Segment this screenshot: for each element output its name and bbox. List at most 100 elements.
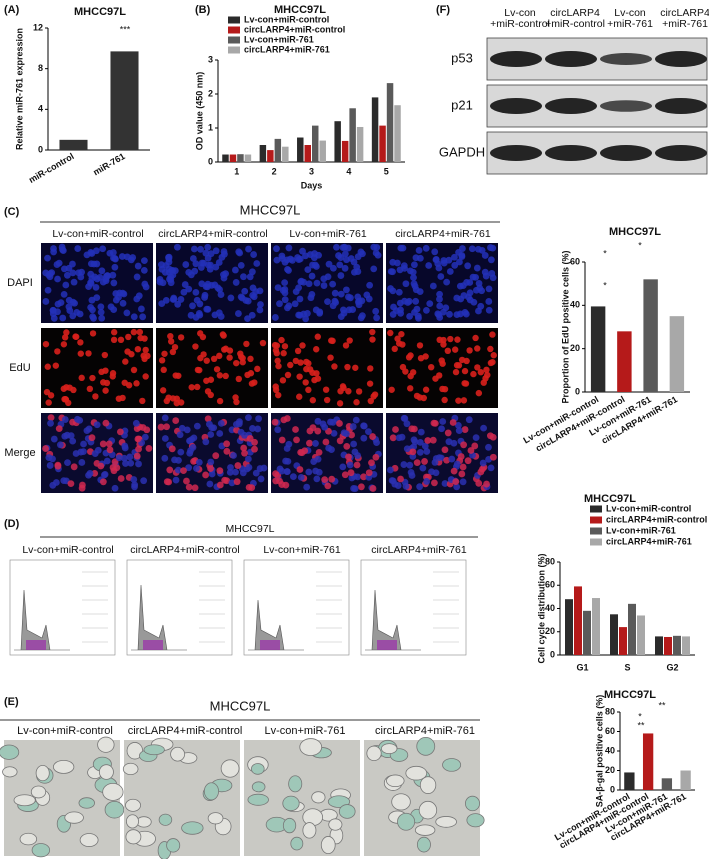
nucleus [305, 386, 312, 394]
nucleus [256, 287, 264, 295]
nucleus [354, 452, 362, 459]
nucleus [99, 478, 107, 486]
nucleus [441, 480, 449, 487]
nucleus [78, 459, 86, 466]
nucleus [451, 261, 459, 269]
nucleus [128, 351, 135, 358]
cell [418, 800, 438, 820]
nucleus [350, 440, 358, 448]
chart-title: MHCC97L [604, 689, 656, 701]
nucleus [300, 310, 308, 318]
cell [31, 843, 51, 858]
nucleus [440, 341, 447, 348]
nucleus [333, 243, 340, 251]
cell [166, 838, 181, 853]
nucleus [169, 348, 177, 356]
nucleus [452, 478, 460, 486]
nucleus [136, 328, 144, 336]
nucleus [187, 271, 195, 279]
nucleus [97, 462, 105, 470]
nucleus [98, 368, 105, 376]
cell [30, 785, 47, 799]
nucleus [339, 463, 347, 471]
nucleus [45, 399, 52, 406]
nucleus [439, 418, 447, 425]
nucleus [80, 440, 87, 448]
nucleus [347, 469, 355, 477]
nucleus [434, 310, 442, 318]
nucleus [455, 362, 463, 369]
nucleus [207, 458, 215, 466]
y-tick-label: 3 [208, 54, 213, 64]
nucleus [331, 289, 339, 297]
nucleus [320, 282, 328, 289]
nucleus [475, 479, 483, 487]
row-label: DAPI [7, 277, 33, 289]
cell [35, 764, 50, 782]
x-tick-label: 3 [309, 166, 314, 176]
panel-title: MHCC97L [240, 202, 301, 217]
nucleus [450, 467, 458, 475]
nucleus [441, 385, 449, 393]
nucleus [373, 439, 380, 446]
legend-swatch [228, 36, 240, 44]
nucleus [309, 397, 317, 404]
nucleus [176, 431, 184, 439]
bar [304, 145, 311, 162]
nucleus [397, 244, 405, 252]
nucleus [347, 294, 354, 302]
nucleus [177, 399, 185, 406]
nucleus [67, 480, 75, 488]
nucleus [188, 384, 195, 391]
nucleus [173, 243, 181, 251]
nucleus [46, 462, 54, 469]
y-tick-label: 80 [545, 556, 555, 566]
nucleus [178, 424, 186, 432]
nucleus [426, 300, 434, 308]
nucleus [392, 426, 399, 433]
nucleus [273, 256, 281, 264]
legend-label: circLARP4+miR-761 [244, 44, 330, 54]
nucleus [121, 444, 129, 452]
legend-swatch [590, 505, 602, 513]
nucleus [430, 419, 438, 427]
micrograph [156, 413, 268, 493]
nucleus [285, 302, 293, 310]
nucleus [117, 336, 125, 344]
nucleus [337, 290, 345, 298]
column-label: +miR-761 [662, 18, 708, 30]
nucleus [461, 367, 469, 375]
nucleus [202, 438, 210, 446]
nucleus [344, 363, 351, 371]
nucleus [207, 391, 214, 399]
nucleus [406, 312, 413, 320]
nucleus [302, 252, 309, 260]
row-label: p53 [451, 50, 473, 65]
cell [302, 822, 317, 839]
nucleus [343, 443, 351, 450]
nucleus [127, 256, 135, 264]
nucleus [49, 481, 57, 489]
nucleus [274, 284, 282, 291]
nucleus [60, 290, 68, 298]
chart-title: MHCC97L [609, 226, 661, 238]
bar [267, 150, 274, 162]
nucleus [72, 333, 79, 340]
column-label: Lv-con+miR-control [17, 725, 113, 737]
nucleus [309, 424, 317, 432]
bar [565, 599, 573, 655]
bar [610, 614, 618, 655]
micrograph [244, 738, 360, 856]
chart-title: MHCC97L [74, 6, 126, 18]
nucleus [54, 348, 61, 355]
bar [334, 121, 341, 162]
nucleus [213, 366, 221, 373]
nucleus [202, 283, 210, 290]
nucleus [204, 243, 212, 251]
cell [288, 775, 303, 793]
nucleus [87, 249, 95, 256]
column-label: Lv-con+miR-761 [264, 725, 345, 737]
x-tick-label: S [624, 662, 630, 672]
nucleus [296, 466, 304, 473]
nucleus [431, 479, 438, 487]
